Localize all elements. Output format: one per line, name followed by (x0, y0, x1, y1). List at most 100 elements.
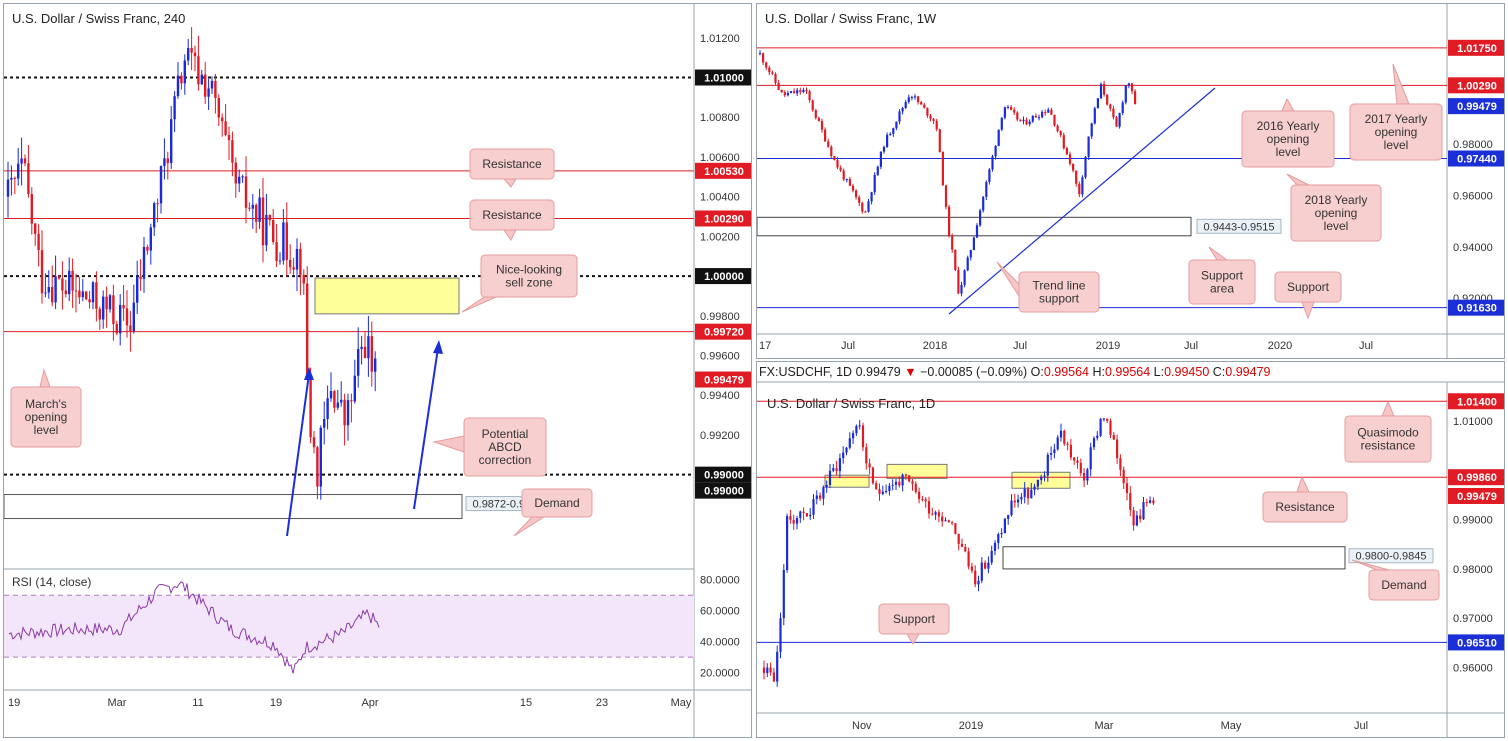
header-high: 0.99564 (1104, 365, 1151, 379)
w1-callout-2018-line-1: opening (1315, 206, 1358, 220)
d1-candle (762, 667, 766, 674)
d1-candle (786, 516, 789, 571)
w1-candle (768, 67, 771, 73)
w1-price-tag-2: 0.99479 (1457, 101, 1497, 113)
d1-candle (1000, 533, 1003, 535)
h4-candle (265, 214, 268, 246)
d1-callout-quasimodo-pointer (1381, 400, 1395, 417)
w1-candle (830, 146, 833, 157)
d1-candle (937, 512, 940, 517)
h4-candle (316, 447, 319, 487)
d1-candle (795, 518, 799, 524)
h4-candle (149, 227, 152, 251)
w1-candle (1000, 117, 1003, 130)
h4-candle (221, 117, 224, 122)
header-symbol: FX:USDCHF, 1D (759, 365, 853, 379)
w1-candle (780, 89, 783, 93)
h4-callout-abcd-pointer (432, 435, 465, 453)
d1-candle (993, 542, 997, 551)
d1-candle (885, 490, 888, 492)
h4-candle (132, 302, 135, 332)
h4-candle (108, 295, 112, 310)
w1-callout-2017-line-2: level (1384, 138, 1409, 152)
h4-candle (37, 233, 40, 251)
w1-candle (917, 96, 920, 103)
weekly-chart-panel[interactable]: 0.9443-0.9515 0.98000 0.96000 0.94000 0.9200… (756, 3, 1505, 359)
w1-x-tick: Jul (1184, 340, 1198, 352)
h4-callout-march-open-box (10, 386, 82, 448)
daily-chart-panel[interactable]: 0.9800-0.9845 1.01000 0.99000 0.98000 0.9700… (756, 361, 1505, 738)
h4-candle (204, 74, 207, 97)
w1-candle (1099, 83, 1103, 99)
d1-candle (1069, 444, 1072, 458)
h4-candle (340, 399, 343, 403)
w1-candle (1034, 115, 1037, 118)
w1-candle (774, 73, 777, 83)
w1-candle (920, 102, 923, 105)
h4-callout-sell-zone-line-1: sell zone (505, 276, 553, 290)
d1-candle (825, 484, 828, 488)
d1-candle (845, 447, 848, 453)
header-low-label: L: (1153, 365, 1165, 379)
w1-candle (783, 92, 786, 96)
d1-candle (852, 433, 855, 439)
h4-candle (129, 325, 132, 332)
d1-candle (984, 562, 987, 569)
h4-candle (238, 176, 241, 184)
h4-price-tag-5-bg (695, 371, 751, 388)
header-close: 0.99479 (1225, 365, 1271, 379)
w1-callout-support-line-0: Support (1287, 280, 1330, 294)
d1-y-tick: 0.97000 (1453, 613, 1493, 625)
daily-chart-svg[interactable]: 0.9800-0.9845 1.01000 0.99000 0.98000 0.9700… (757, 362, 1505, 738)
d1-callout-resistance-pointer (1296, 475, 1310, 493)
d1-candle (987, 562, 990, 569)
d1-demand-zone-label: 0.9800-0.9845 (1356, 551, 1427, 563)
h4-chart-svg[interactable]: 0.9872-0.98931.012001.008001.006001.0040… (4, 4, 752, 738)
w1-candle (904, 102, 907, 108)
d1-candle (772, 672, 775, 682)
h4-candle (112, 295, 115, 325)
header-low: 0.99450 (1164, 365, 1210, 379)
h4-x-tick: 23 (596, 697, 608, 709)
w1-candle (851, 185, 855, 191)
h4-candle (363, 346, 367, 359)
w1-candle (941, 152, 944, 186)
h4-candle (285, 222, 288, 261)
w1-candle (985, 181, 988, 197)
h4-y-tick: 0.99200 (700, 430, 740, 442)
h4-candle (122, 304, 125, 309)
w1-candle (1013, 109, 1016, 113)
d1-candle (914, 483, 917, 492)
w1-candle (802, 89, 805, 93)
d1-candle (944, 520, 947, 522)
w1-candle (1115, 117, 1118, 127)
h4-chart-panel[interactable]: 0.9872-0.9893 1.01200 1.00800 1.00600 1.0040… (3, 3, 752, 738)
h4-candle (278, 260, 282, 262)
h4-candle (17, 163, 20, 179)
weekly-chart-svg[interactable]: 0.9443-0.95150.980000.960000.940000.9200… (757, 4, 1505, 359)
d1-candle (828, 470, 832, 485)
daily-chart-header: FX:USDCHF, 1D 0.99479 ▼ −0.00085 (−0.09%… (759, 365, 1270, 379)
d1-candle (1116, 439, 1119, 459)
w1-candle (1090, 123, 1093, 137)
h4-callout-demand-line-0: Demand (534, 496, 579, 510)
w1-candle (1050, 109, 1053, 115)
w1-candle (948, 206, 951, 236)
h4-candle (234, 162, 237, 184)
h4-rsi-title: RSI (14, close) (12, 575, 91, 589)
h4-x-tick: May (671, 697, 692, 709)
d1-candle (941, 516, 944, 522)
d1-price-tag-3-bg (1448, 634, 1504, 651)
w1-candle (889, 133, 892, 135)
d1-candle (789, 516, 792, 520)
h4-price-tag-4-bg (695, 323, 751, 340)
d1-price-tag-1-bg (1448, 469, 1504, 486)
w1-callout-2016-line-1: opening (1267, 132, 1310, 146)
h4-candle (173, 96, 176, 120)
d1-candle (1056, 437, 1059, 450)
h4-callout-march-open-line-0: March's (25, 397, 67, 411)
h4-candle (27, 163, 30, 195)
d1-callout-demand-line-0: Demand (1381, 578, 1426, 592)
h4-candle (282, 222, 285, 261)
w1-candle (839, 167, 842, 171)
